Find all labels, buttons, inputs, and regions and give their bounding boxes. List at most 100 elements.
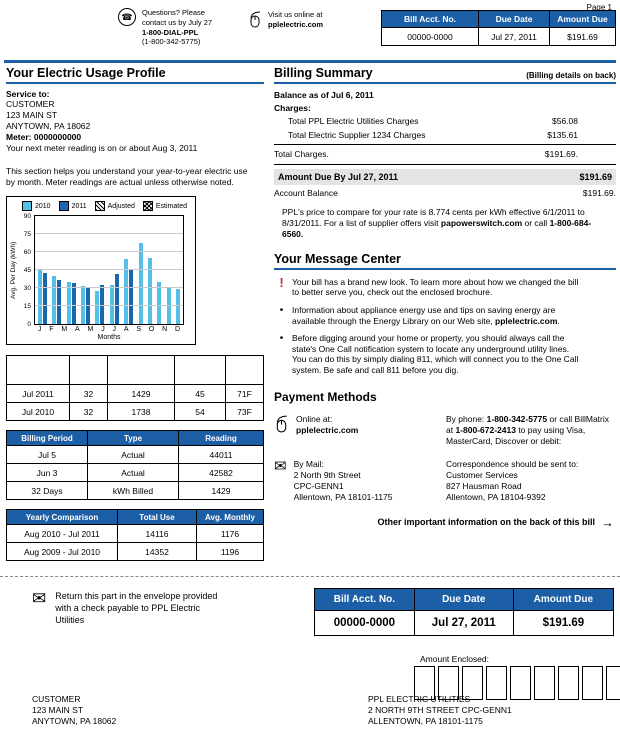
back-note-text: Other important information on the back … [377,517,595,528]
contact-phone-alt: (1-800-342-5775) [142,37,201,47]
chart-legend: 2010 2011 Adjusted Estimated [22,201,192,212]
contact-phone: 1-800-DIAL-PPL [142,27,199,37]
bar-2011 [71,283,76,325]
gridline [35,251,183,253]
bar-2011 [114,273,119,325]
table-cell: Jul 27, 2011 [413,610,514,636]
table-cell: 54 [174,402,226,422]
table-cell: 42582 [178,463,264,483]
balance-heading: Balance as of Jul 6, 2011 [274,90,374,100]
y-tick-label: 15 [23,303,31,311]
legend-item: Estimated [142,201,188,212]
bar-group [37,270,47,325]
amount-enclosed-box [606,666,620,700]
legend-swatch [142,201,153,212]
table-cell [6,355,70,386]
column-header: Type [87,430,179,447]
payment-methods-title: Payment Methods [274,389,377,404]
bar-group [124,259,134,325]
table-cell: $191.69 [512,610,615,636]
bar-2010 [138,242,143,325]
table-row: Aug 2009 - Jul 2010 14352 1196 [6,542,264,562]
gridline [35,269,183,271]
table-row: 32 Days kWh Billed 1429 [6,481,264,501]
table-cell: 00000-0000 [314,610,415,636]
bar-2010 [66,282,71,325]
bar-2010 [166,288,171,325]
by-mail-label: By Mail: [293,458,324,469]
billing-period-table: Billing Period Type Reading Jul 5 Actual 4401… [6,430,264,501]
amount-enclosed-boxes [414,666,620,700]
legend-item: 2010 [22,201,51,212]
table-row: Jun 3 Actual 42582 [6,463,264,483]
month-label: M [61,326,68,334]
alert-icon: ! [279,274,284,290]
column-header: Reading [178,430,264,447]
header-divider [4,60,616,63]
table-cell: Jul 5 [6,445,88,465]
amount-enclosed-box [414,666,435,700]
company-address: PPL ELECTRIC UTILITIES 2 NORTH 9TH STREET… [368,694,512,727]
bullet-icon: • [279,304,284,316]
bar-2010 [124,259,129,325]
table-cell [69,355,108,386]
account-balance-label: Account Balance [274,187,338,198]
customer-address: CUSTOMER 123 MAIN ST ANYTOWN, PA 18062 [32,694,116,727]
usage-description: This section helps you understand your y… [6,166,248,188]
billing-summary-title: Billing Summary [274,66,373,80]
bar-group [166,288,171,325]
message-text: Information about appliance energy use a… [292,304,560,326]
column-header: Amount Due [549,10,616,28]
table-cell: 00000-0000 [381,27,479,46]
table-cell [225,355,264,386]
legend-label: Estimated [155,202,188,210]
table-cell: kWh Billed [87,481,179,501]
price-to-compare-note: PPL's price to compare for your rate is … [282,206,592,239]
bullet-icon: • [279,333,284,345]
bar-group [157,282,162,325]
bar-2011 [57,279,62,325]
bar-2010 [147,258,152,325]
y-axis-title: Avg. Per Day (kWh) [10,241,17,299]
text-line: Allentown, PA 18104-9392 [446,491,546,502]
table-row: Aug 2010 - Jul 2011 14116 1176 [6,524,264,544]
account-summary-table: Bill Acct. No. Due Date Amount Due 00000-00… [381,10,616,46]
phone-icon: ☎ [118,8,136,26]
stub-account-table: Bill Acct. No. Due Date Amount Due 00000-00… [314,588,615,636]
bar-group [109,273,119,325]
payment-methods-grid: Online at: pplelectric.com By phone: 1-8… [274,414,616,503]
amount-enclosed-label: Amount Enclosed: [420,654,489,664]
text-line: Allentown, PA 18101-1175 [293,491,393,502]
charge-list: Total PPL Electric Utilities Charges $56.… [274,116,616,140]
table-cell: 73F [225,402,264,422]
month-label: A [75,326,80,334]
column-header: Due Date [478,10,550,28]
month-label: F [49,326,54,334]
y-axis-ticks: 0 15 30 45 60 75 90 [19,213,34,329]
total-charges-row: Total Charges. $191.69. [274,149,616,160]
text-line: 827 Hausman Road [446,480,522,491]
charge-label: Total Electric Supplier 1234 Charges [288,129,426,140]
y-tick-label: 60 [23,249,31,257]
bar-2010 [80,285,85,325]
charge-row: Total Electric Supplier 1234 Charges $135… [274,130,616,141]
amount-enclosed-box [438,666,459,700]
online-payment-site: pplelectric.com [296,424,359,435]
table-cell: 14352 [117,542,197,562]
month-label: S [136,326,142,334]
bar-2010 [52,276,57,325]
text-line: 2 NORTH 9TH STREET CPC-GENN1 [368,705,512,716]
amount-enclosed-box [582,666,603,700]
online-at-label: Online at: [296,413,333,424]
bar-2010 [37,270,42,325]
bar-2011 [129,270,134,325]
y-tick-label: 0 [27,321,31,329]
table-cell: 1429 [107,384,175,404]
table-cell: Jul 2011 [6,384,70,404]
message-item: • Before digging around your home or prop… [278,333,582,376]
bar-2011 [42,272,47,325]
table-cell: Actual [87,445,179,465]
monthly-usage-table: Jul 2011 32 1429 45 71F Jul 2010 32 1738 54 73F [6,355,264,422]
table-cell: Actual [87,463,179,483]
text-line: PPL ELECTRIC UTILITIES [368,694,471,704]
